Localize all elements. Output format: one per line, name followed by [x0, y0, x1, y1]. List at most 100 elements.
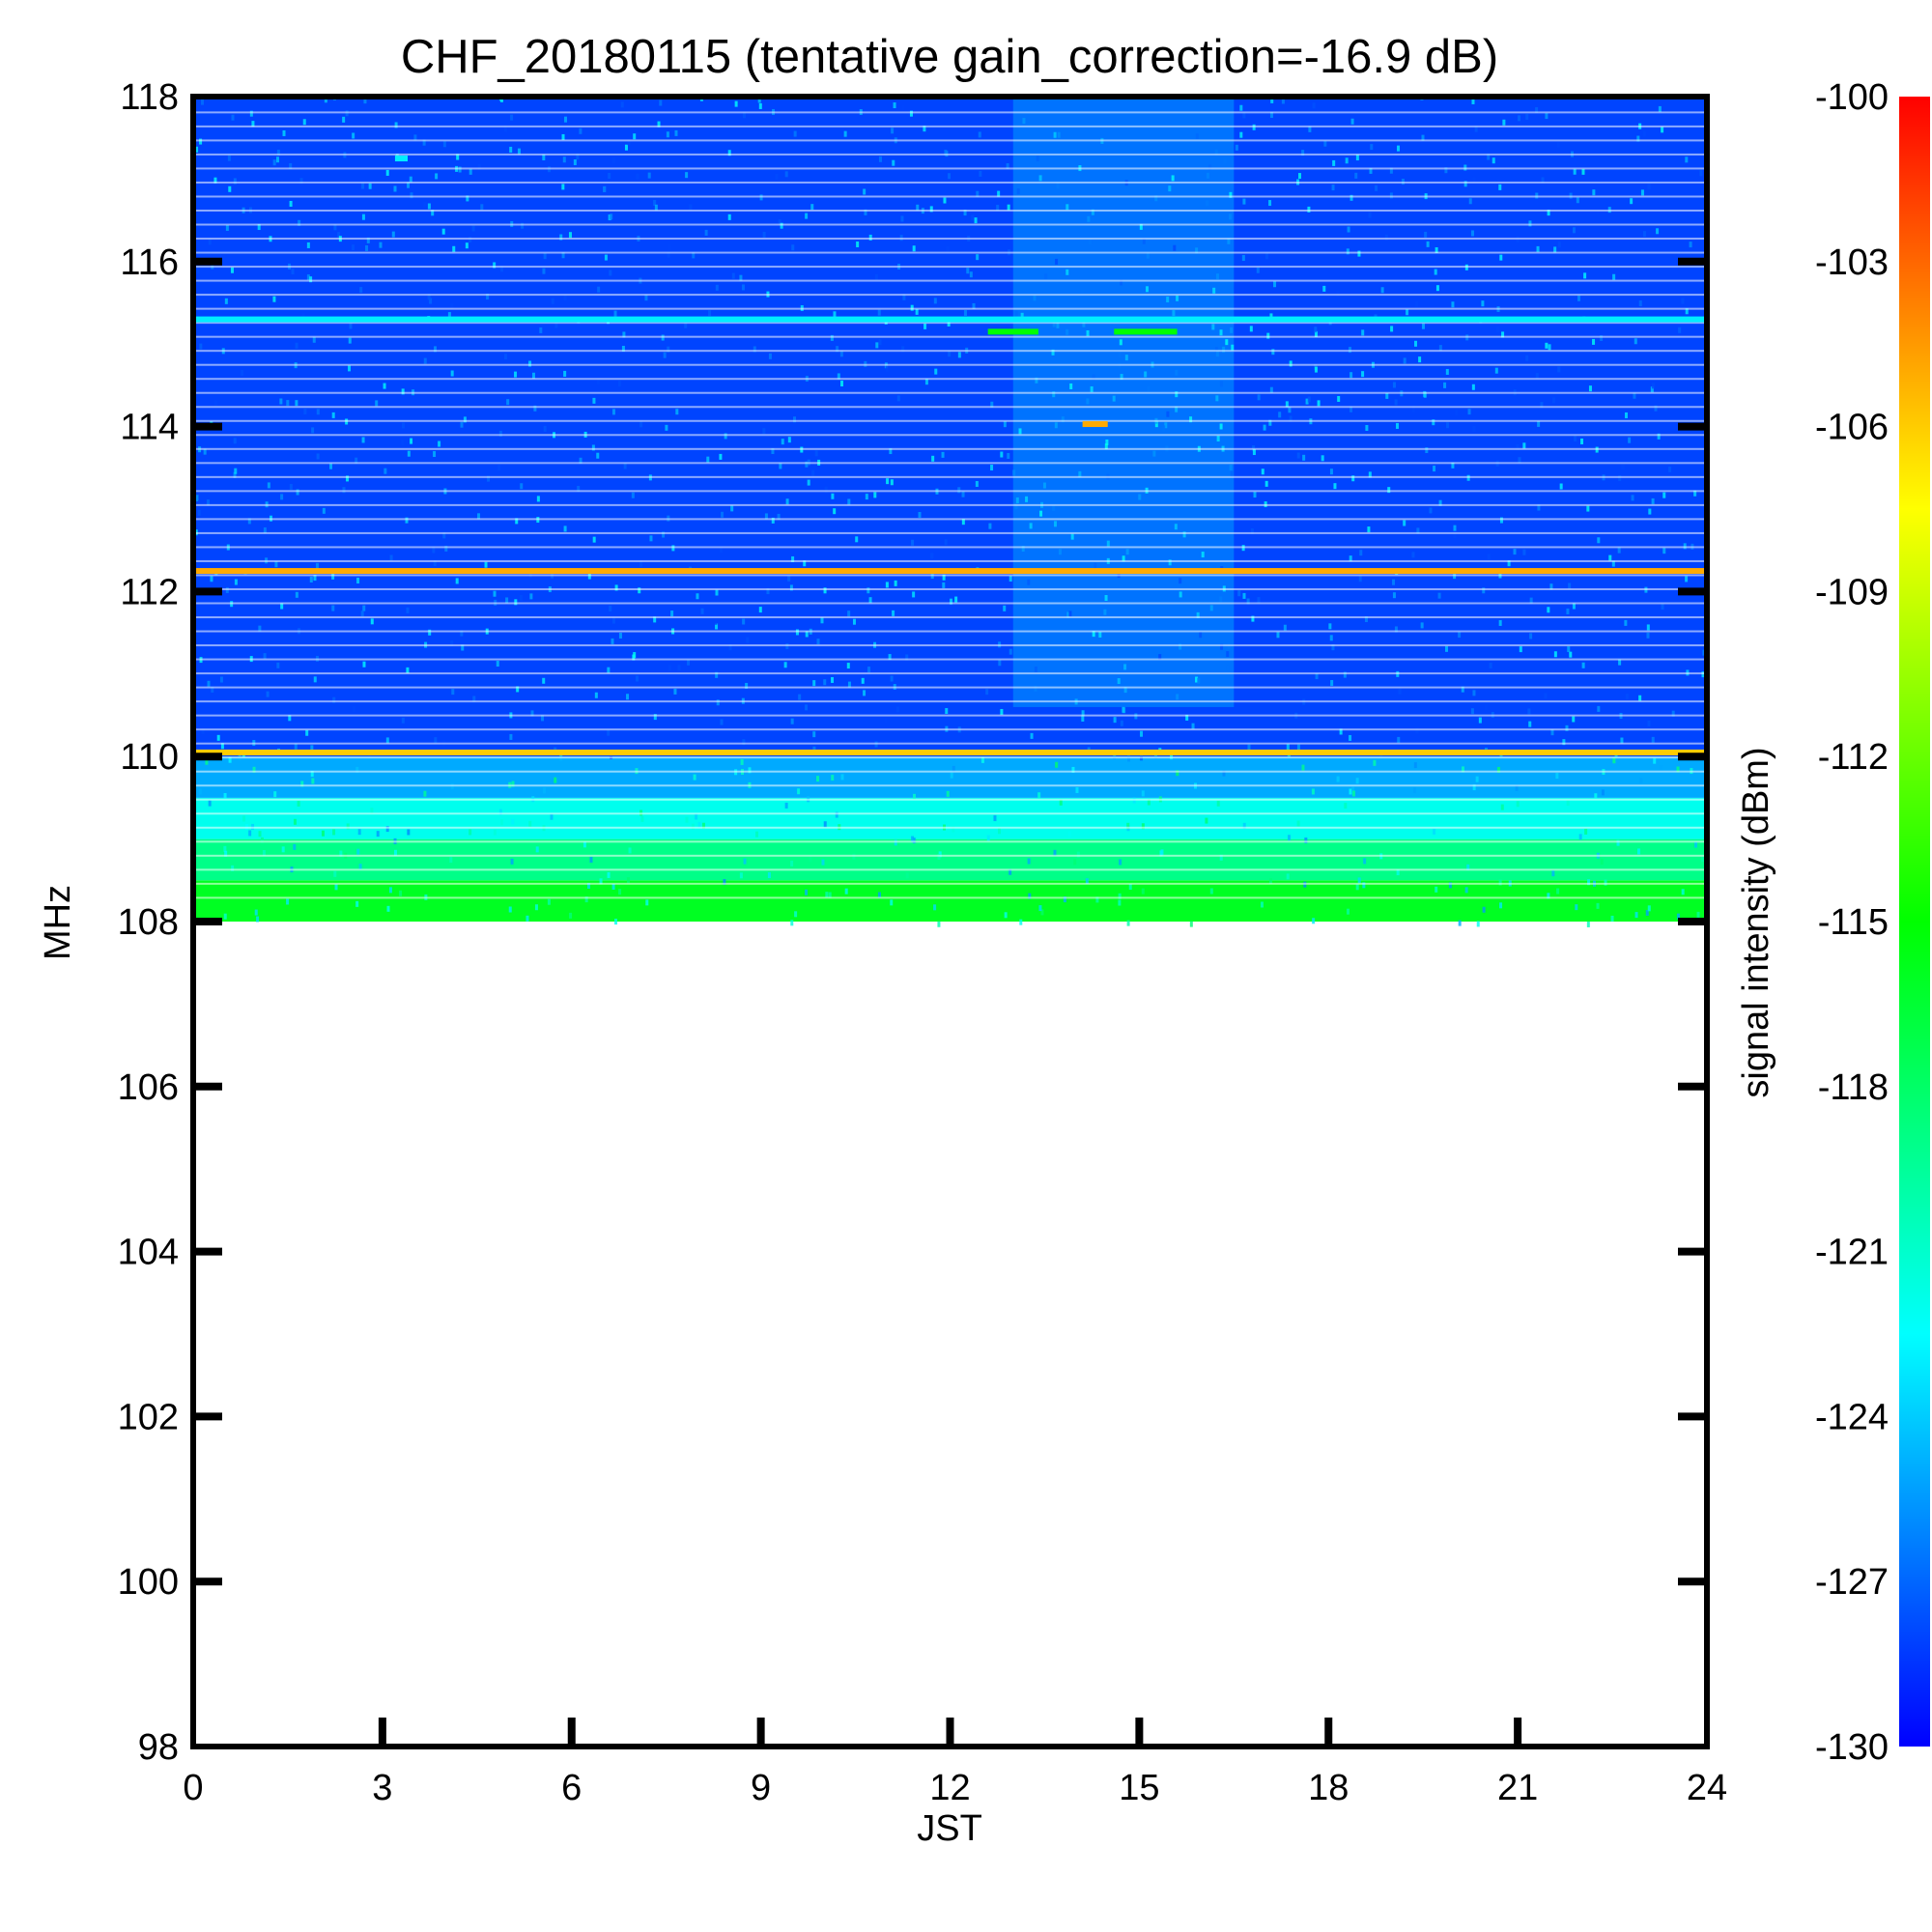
noise-speck: [1176, 770, 1179, 777]
noise-speck: [203, 448, 207, 455]
noise-speck: [355, 900, 359, 907]
noise-speck: [812, 680, 816, 687]
signal-band: [193, 568, 1707, 575]
noise-speck: [231, 114, 235, 121]
noise-speck: [1094, 562, 1097, 569]
noise-speck: [886, 478, 890, 485]
background-level: [193, 797, 1707, 839]
noise-speck: [1073, 859, 1077, 866]
noise-speck: [423, 357, 427, 364]
noise-speck: [579, 457, 582, 464]
noise-speck: [431, 210, 435, 216]
noise-speck: [767, 872, 771, 879]
noise-speck: [1270, 97, 1274, 103]
y-axis-ticks: 98 100 102 104 106 108 110 112 114 116 118: [118, 77, 1707, 1768]
x-tick-label: 12: [929, 1768, 970, 1808]
scan-line: [193, 83, 1707, 85]
noise-speck: [1507, 560, 1511, 567]
noise-speck: [449, 857, 453, 864]
colorbar-tick-label: -100: [1815, 77, 1889, 118]
y-tick-label: 106: [118, 1067, 179, 1108]
noise-speck: [677, 665, 681, 671]
background-level: [193, 838, 1707, 881]
noise-speck: [820, 617, 824, 624]
noise-speck: [1636, 135, 1640, 142]
noise-speck: [1389, 192, 1393, 199]
noise-speck: [794, 911, 798, 918]
noise-speck: [621, 346, 625, 353]
noise-speck: [469, 168, 472, 175]
noise-speck: [1065, 269, 1069, 275]
noise-speck: [401, 388, 405, 395]
noise-speck: [533, 405, 537, 412]
noise-speck: [1168, 559, 1172, 566]
scan-line: [193, 587, 1707, 590]
noise-speck: [530, 710, 534, 717]
noise-speck: [823, 587, 827, 594]
noise-speck: [1141, 790, 1145, 797]
noise-speck: [653, 616, 657, 623]
noise-speck: [499, 266, 503, 272]
noise-speck: [1019, 919, 1023, 925]
noise-speck: [893, 102, 896, 109]
noise-speck: [805, 631, 809, 638]
noise-speck: [1246, 598, 1250, 605]
signal-band: [987, 328, 1038, 335]
noise-speck: [693, 774, 696, 781]
noise-speck: [1365, 424, 1369, 431]
noise-speck: [610, 753, 613, 759]
noise-speck: [313, 676, 317, 683]
noise-speck: [297, 800, 300, 807]
noise-speck: [868, 234, 872, 241]
noise-speck: [306, 242, 310, 248]
noise-speck: [636, 675, 639, 682]
noise-speck: [200, 99, 204, 105]
scan-line: [193, 490, 1707, 493]
noise-speck: [659, 99, 663, 106]
y-tick-label: 98: [138, 1727, 179, 1768]
noise-speck: [385, 826, 389, 833]
noise-speck: [1572, 603, 1576, 610]
noise-speck: [805, 213, 809, 219]
noise-speck: [944, 149, 948, 156]
noise-speck: [1618, 475, 1622, 482]
noise-speck: [1545, 342, 1548, 349]
noise-speck: [768, 353, 772, 359]
noise-speck: [413, 134, 417, 141]
noise-speck: [458, 166, 462, 173]
noise-speck: [592, 397, 596, 404]
noise-speck: [1140, 730, 1144, 737]
noise-speck: [1241, 255, 1245, 262]
noise-speck: [1433, 828, 1436, 835]
noise-speck: [1451, 301, 1455, 308]
noise-speck: [594, 692, 598, 698]
noise-speck: [563, 294, 567, 300]
noise-speck: [1453, 525, 1457, 531]
noise-speck: [316, 409, 320, 415]
noise-speck: [1337, 395, 1341, 402]
noise-speck: [797, 788, 801, 795]
noise-speck: [1314, 366, 1318, 373]
noise-speck: [1565, 724, 1569, 731]
noise-speck: [901, 346, 905, 353]
noise-speck: [805, 461, 809, 468]
noise-speck: [496, 661, 499, 668]
noise-speck: [875, 342, 879, 349]
noise-speck: [1412, 787, 1416, 794]
noise-speck: [1104, 443, 1108, 450]
noise-speck: [370, 618, 374, 625]
noise-speck: [1179, 591, 1182, 598]
noise-speck: [912, 838, 916, 844]
noise-speck: [754, 831, 758, 838]
noise-speck: [1359, 550, 1363, 556]
noise-speck: [333, 870, 337, 877]
noise-speck: [1247, 744, 1251, 751]
noise-speck: [905, 654, 909, 661]
noise-speck: [685, 172, 689, 179]
noise-speck: [1501, 331, 1505, 338]
noise-speck: [1444, 645, 1448, 652]
noise-speck: [809, 856, 812, 863]
noise-speck: [1219, 381, 1223, 387]
noise-speck: [1252, 449, 1256, 456]
noise-speck: [867, 667, 871, 673]
